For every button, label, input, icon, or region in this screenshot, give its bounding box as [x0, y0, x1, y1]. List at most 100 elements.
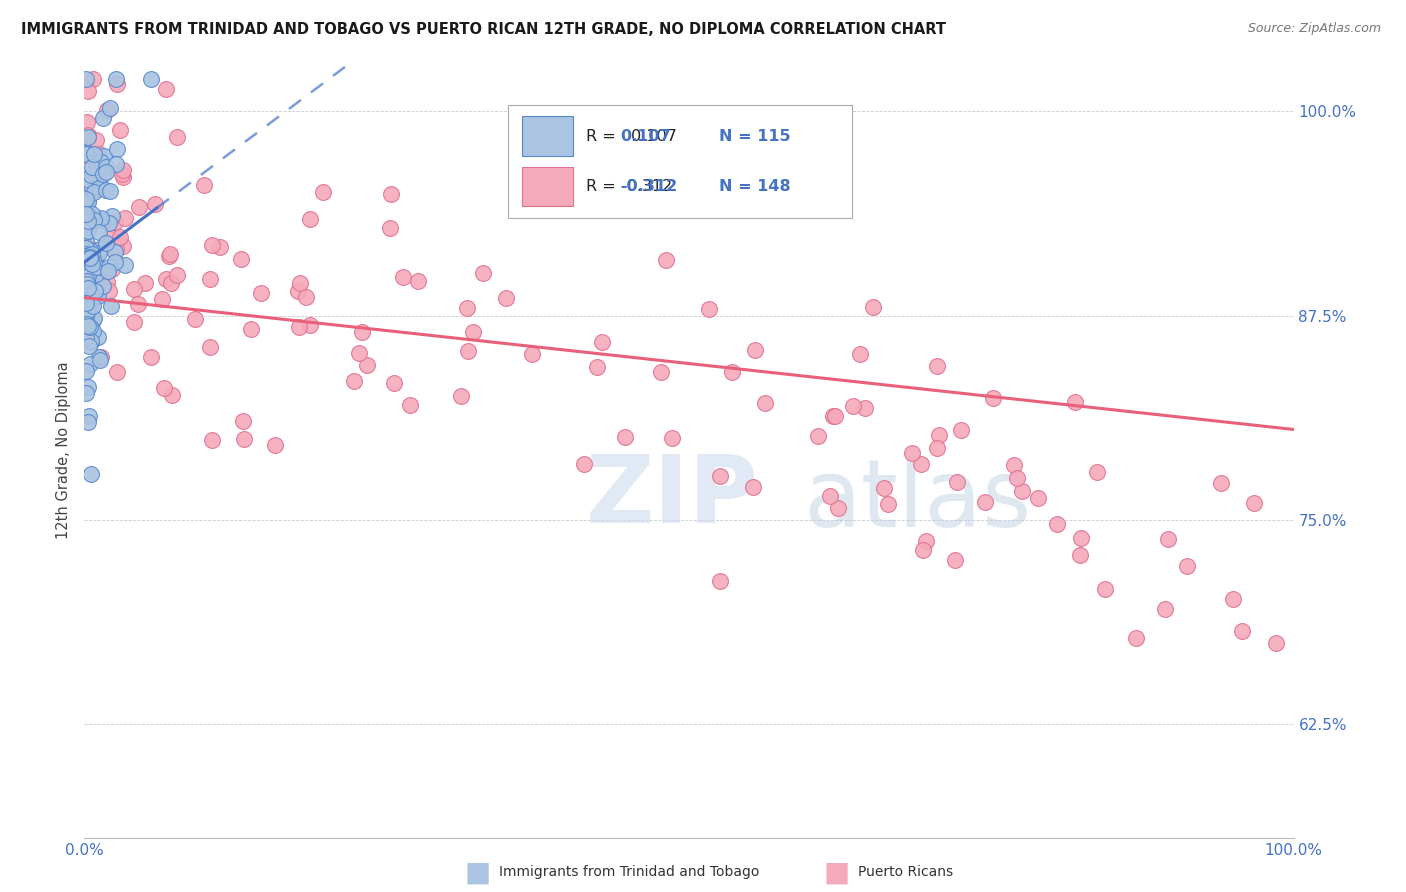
Point — [87, 181, 110, 195]
Point — [943, 552, 966, 566]
Point — [112, 169, 135, 184]
Text: Immigrants from Trinidad and Tobago: Immigrants from Trinidad and Tobago — [499, 865, 759, 880]
Point — [139, 71, 162, 86]
Point — [76, 319, 98, 334]
Point — [100, 299, 122, 313]
Point — [1094, 582, 1116, 596]
Point — [98, 184, 121, 198]
Text: Puerto Ricans: Puerto Ricans — [858, 865, 953, 880]
Point — [1070, 531, 1092, 545]
Point — [96, 275, 118, 289]
Point — [80, 242, 103, 256]
Point — [75, 252, 97, 266]
Point — [94, 235, 117, 250]
Point — [75, 309, 97, 323]
Point — [89, 350, 111, 364]
Point — [77, 193, 100, 207]
Point — [77, 248, 100, 262]
Point — [450, 389, 472, 403]
Text: R = -0.312: R = -0.312 — [586, 178, 672, 194]
Point — [406, 273, 429, 287]
Point — [1243, 496, 1265, 510]
Point — [86, 271, 108, 285]
Point — [97, 284, 120, 298]
Point — [89, 165, 111, 179]
Point — [184, 312, 207, 326]
Point — [77, 172, 100, 186]
Point — [75, 247, 97, 261]
Point — [824, 409, 846, 423]
Text: ■: ■ — [824, 858, 849, 887]
Text: Source: ZipAtlas.com: Source: ZipAtlas.com — [1247, 22, 1381, 36]
Point — [97, 216, 120, 230]
Point — [77, 220, 100, 235]
Point — [522, 347, 544, 361]
Point — [79, 246, 101, 260]
Point — [75, 206, 97, 220]
Point — [86, 329, 108, 343]
Point — [392, 270, 415, 285]
Point — [150, 292, 173, 306]
Point — [166, 268, 188, 283]
Point — [522, 178, 544, 192]
Point — [104, 242, 127, 256]
Point — [946, 475, 969, 489]
Point — [347, 346, 370, 360]
Point — [75, 324, 97, 338]
Point — [848, 347, 870, 361]
Text: N = 115: N = 115 — [720, 128, 790, 144]
Point — [193, 178, 215, 192]
Point — [382, 376, 405, 391]
Point — [495, 291, 517, 305]
Point — [818, 489, 841, 503]
Point — [201, 434, 224, 448]
Point — [201, 238, 224, 252]
Point — [350, 325, 373, 339]
Point — [75, 329, 97, 343]
Point — [232, 414, 254, 428]
Point — [75, 239, 97, 253]
Point — [87, 289, 110, 303]
Point — [94, 184, 117, 198]
Point — [233, 432, 256, 446]
Point — [842, 399, 865, 413]
Point — [79, 339, 101, 353]
Point — [463, 325, 485, 339]
Point — [93, 167, 115, 181]
Point — [198, 272, 221, 286]
Point — [208, 240, 231, 254]
Point — [155, 272, 177, 286]
Point — [741, 480, 763, 494]
Point — [807, 428, 830, 442]
Point — [75, 146, 97, 161]
Point — [86, 133, 108, 147]
Text: atlas: atlas — [804, 455, 1032, 547]
Point — [661, 431, 683, 445]
Point — [312, 185, 335, 199]
Point — [75, 252, 97, 266]
Point — [159, 247, 181, 261]
Point — [84, 159, 107, 173]
Point — [79, 251, 101, 265]
Point — [79, 294, 101, 309]
Point — [76, 277, 98, 291]
Point — [75, 175, 97, 189]
Point — [124, 283, 146, 297]
Point — [84, 267, 107, 281]
FancyBboxPatch shape — [522, 167, 572, 206]
Point — [75, 241, 97, 255]
Point — [77, 409, 100, 423]
Point — [75, 330, 97, 344]
Point — [112, 163, 135, 178]
Text: N = 148: N = 148 — [720, 178, 790, 194]
Point — [1265, 636, 1288, 650]
Point — [709, 574, 731, 588]
Point — [75, 245, 97, 260]
Point — [79, 286, 101, 301]
Point — [82, 324, 104, 338]
Point — [96, 103, 118, 117]
Point — [76, 218, 98, 232]
Point — [79, 208, 101, 222]
Point — [229, 252, 252, 266]
Point — [472, 266, 495, 280]
